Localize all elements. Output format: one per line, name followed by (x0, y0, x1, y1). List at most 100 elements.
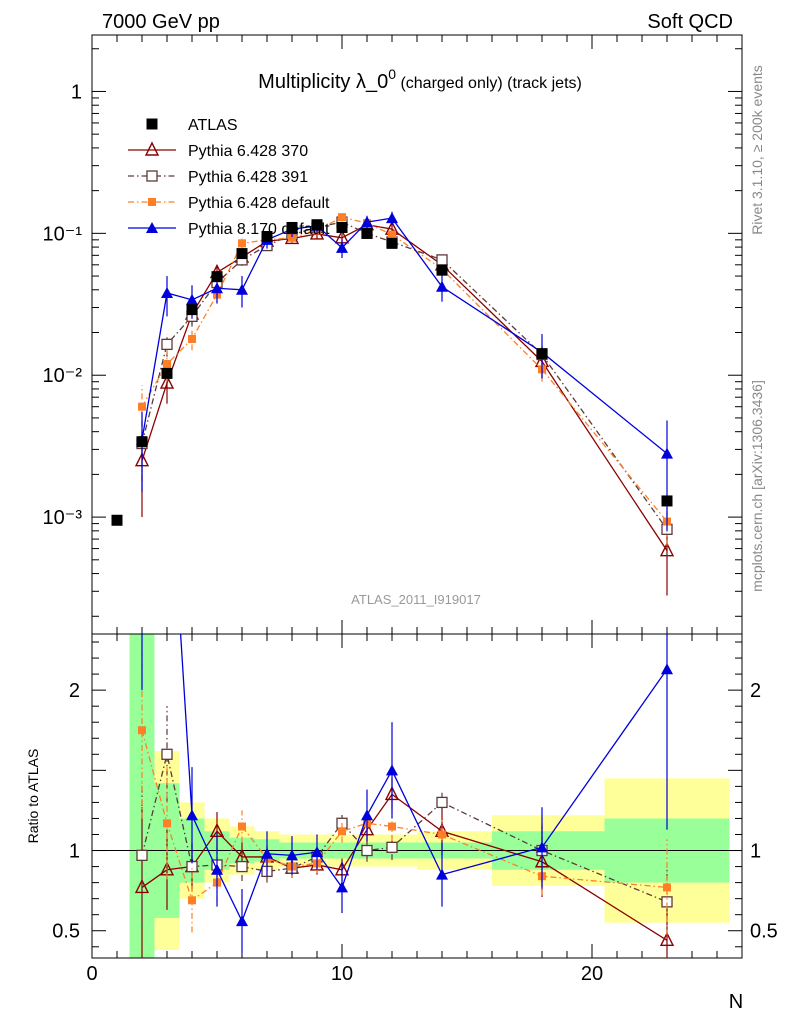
header-right: Soft QCD (647, 11, 733, 33)
ratio-y-tick-label: 0.5 (52, 921, 80, 943)
data-point (361, 216, 373, 228)
data-point (161, 367, 173, 379)
data-point (361, 844, 373, 857)
data-point (338, 213, 346, 222)
data-point (286, 221, 298, 233)
data-point (436, 264, 448, 276)
ratio-series-4 (141, 634, 673, 954)
chart-title-main: Multiplicity λ_0 (258, 71, 388, 93)
data-point (436, 280, 448, 292)
series-3 (138, 213, 671, 546)
chart-title-superscript: 0 (388, 66, 396, 82)
data-point (386, 841, 398, 853)
data-point (388, 230, 396, 239)
data-point (361, 809, 373, 821)
legend-label: Pythia 6.428 370 (188, 143, 308, 160)
series-line (141, 217, 668, 455)
series-line (141, 221, 668, 530)
data-point (111, 514, 123, 526)
legend-label: ATLAS (188, 117, 238, 134)
legend-entry: Pythia 6.428 default (128, 195, 330, 212)
ratio-y-tick-label-right: 1 (750, 841, 761, 863)
data-point (236, 283, 248, 295)
mcplots-label: mcplots.cern.ch [arXiv:1306.3436] (749, 380, 765, 592)
legend-label: Pythia 6.428 default (188, 195, 330, 212)
legend-entry: Pythia 6.428 370 (128, 141, 308, 160)
data-point (238, 239, 246, 248)
ratio-line (141, 730, 668, 902)
ratio-y-tick-label: 2 (69, 680, 80, 702)
ratio-line (141, 793, 668, 941)
ratio-line (141, 754, 668, 903)
data-point (161, 748, 173, 760)
axis-ticks: 0 10 20 1 10⁻¹ 10⁻² 10⁻³ 2 2 1 1 0.5 0.5 (43, 35, 778, 985)
data-point (261, 847, 273, 859)
ratio-axis-label: Ratio to ATLAS (25, 749, 41, 844)
data-point (338, 827, 346, 836)
data-point (146, 170, 158, 182)
data-point (388, 822, 396, 831)
data-point (536, 348, 548, 360)
legend-entry: Pythia 6.428 391 (128, 169, 308, 186)
data-point (311, 219, 323, 231)
data-point (661, 495, 673, 507)
data-point (436, 254, 448, 266)
x-tick-label: 0 (86, 963, 97, 985)
ratio-y-tick-label-right: 0.5 (750, 921, 778, 943)
data-point (138, 402, 146, 411)
legend-entry: Pythia 8.170 default (128, 221, 330, 238)
rivet-label: Rivet 3.1.10, ≥ 200k events (749, 65, 765, 235)
ratio-series-3 (138, 642, 671, 936)
data-point (134, 878, 150, 894)
data-point (336, 241, 348, 253)
header-left: 7000 GeV pp (102, 11, 220, 33)
data-point (311, 846, 323, 858)
data-point (661, 663, 673, 675)
y-tick-label: 10⁻³ (43, 507, 83, 529)
legend-label: Pythia 8.170 default (188, 221, 330, 238)
data-point (361, 227, 373, 239)
data-point (536, 841, 548, 853)
data-point (261, 231, 273, 243)
atlas-uncertainty-bands (129, 634, 730, 958)
data-point (188, 896, 196, 905)
data-point (146, 118, 158, 130)
series-line (141, 216, 668, 522)
data-point (236, 915, 248, 927)
y-tick-label: 1 (71, 81, 82, 103)
data-point (163, 359, 171, 368)
data-point (386, 237, 398, 249)
series-4 (136, 211, 673, 531)
data-point (236, 248, 248, 260)
chart-title-suffix: (charged only) (track jets) (396, 75, 582, 92)
analysis-label: ATLAS_2011_I919017 (351, 592, 481, 607)
x-axis-label: N (729, 991, 743, 1013)
data-point (436, 796, 448, 809)
data-point (161, 338, 173, 351)
data-point (161, 286, 173, 298)
ratio-y-tick-label-right: 2 (750, 680, 761, 702)
data-point (238, 822, 246, 831)
data-point (186, 304, 198, 316)
data-point (336, 881, 348, 893)
data-point (159, 374, 175, 389)
ratio-line (179, 634, 668, 923)
data-point (163, 819, 171, 828)
data-point (286, 849, 298, 861)
data-point (136, 436, 148, 448)
data-point (188, 335, 196, 344)
legend: ATLAS Pythia 6.428 370 Pythia 6.428 391 Pyt… (128, 117, 330, 238)
data-point (211, 863, 223, 875)
data-point (386, 212, 398, 224)
data-point (144, 141, 160, 156)
chart-title: Multiplicity λ_00 (charged only) (track … (258, 66, 582, 93)
data-point (211, 282, 223, 294)
data-point (659, 931, 675, 947)
data-point (186, 293, 198, 305)
data-point (236, 860, 248, 873)
data-point (288, 233, 296, 242)
data-point (436, 868, 448, 880)
data-point (136, 849, 148, 861)
x-tick-label: 10 (331, 963, 353, 985)
